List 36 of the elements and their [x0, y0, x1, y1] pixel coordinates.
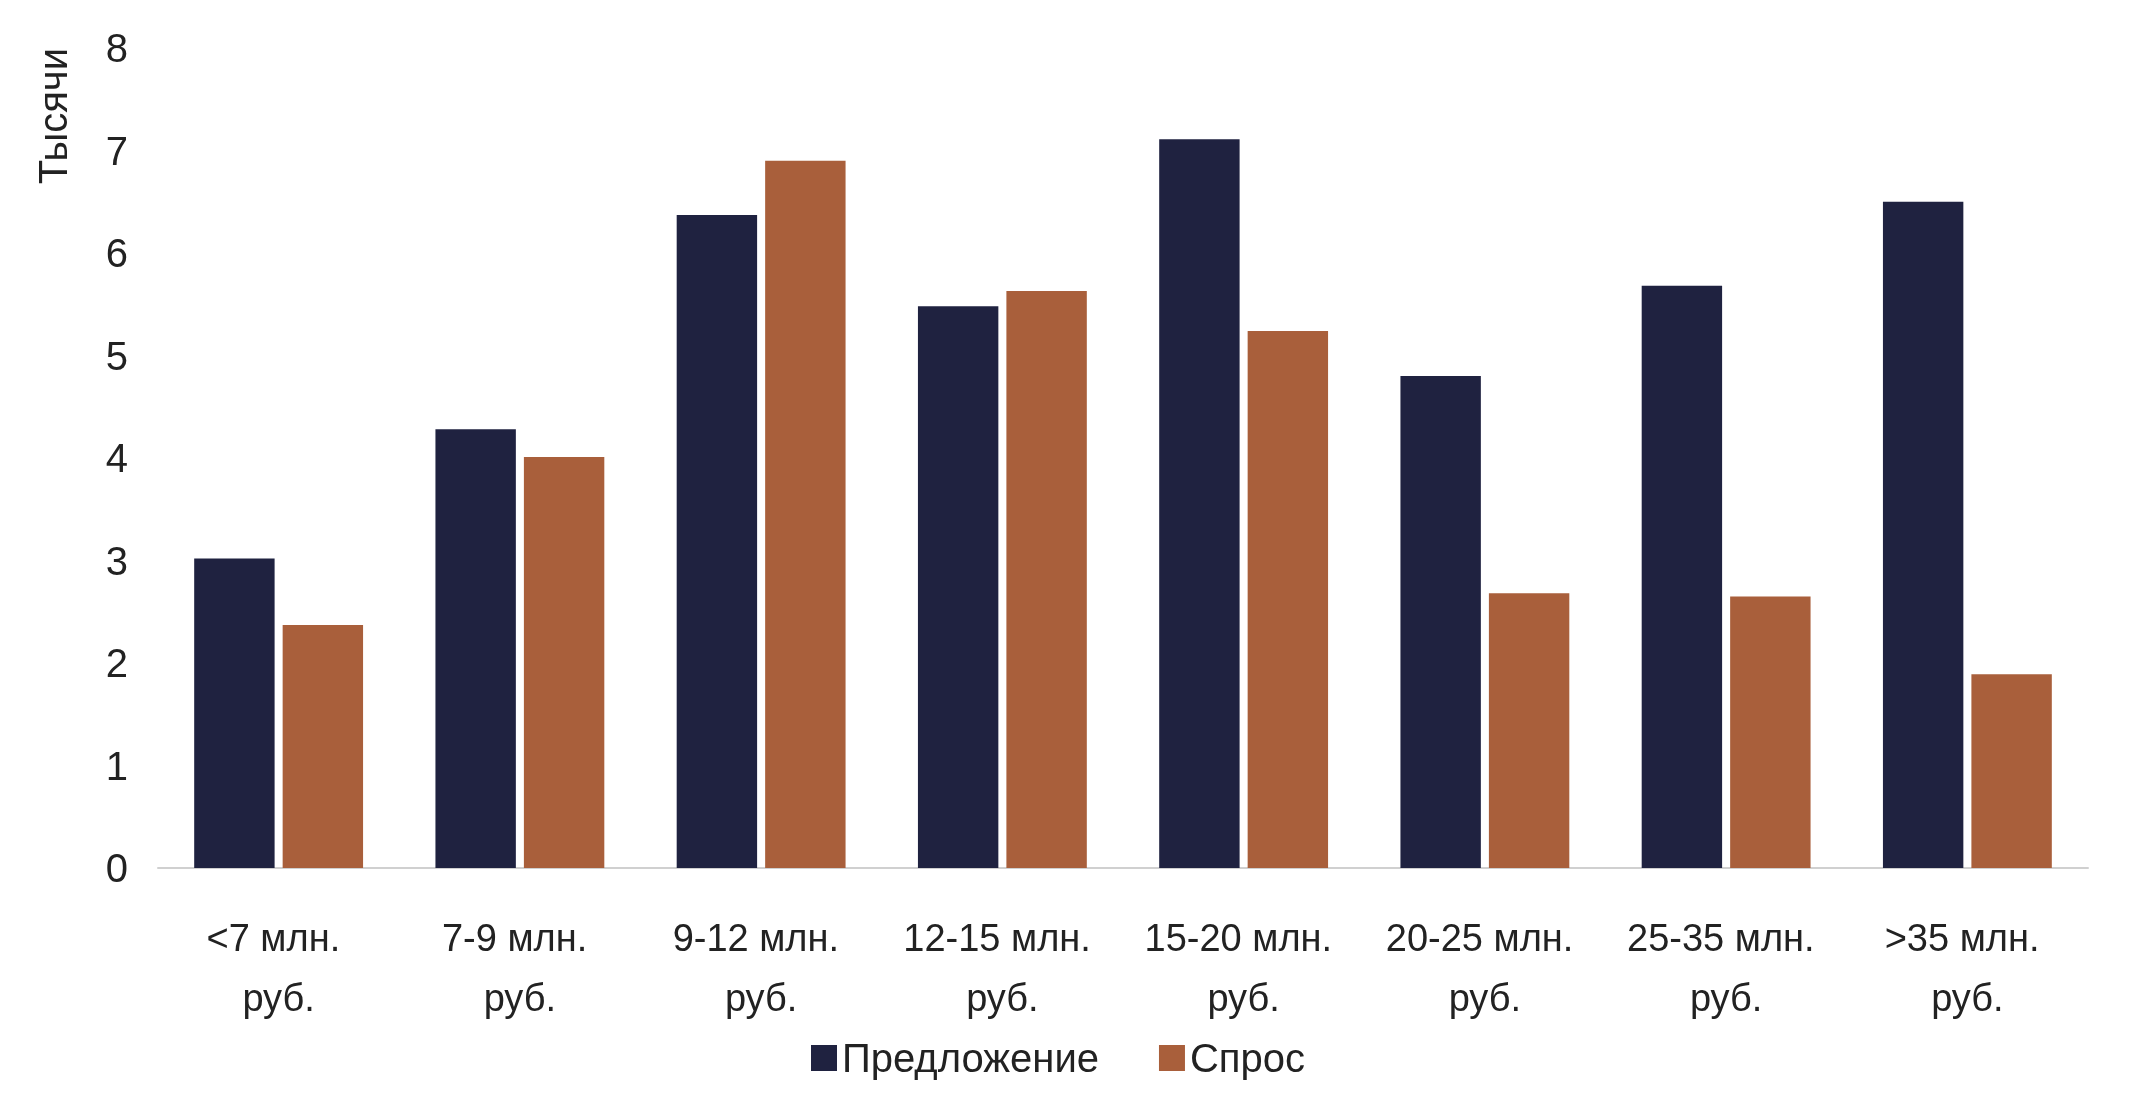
x-tick-label: 7-9 млн. руб.: [441, 917, 598, 1019]
x-tick-label: 12-15 млн. руб.: [903, 917, 1102, 1019]
bar: [1971, 674, 2052, 868]
bar: [194, 558, 275, 868]
y-tick-label: 4: [105, 436, 128, 480]
bar: [523, 456, 605, 868]
x-tick-label: <7 млн. руб.: [206, 917, 351, 1019]
y-tick-label: 7: [105, 128, 128, 173]
bar: [435, 429, 516, 868]
bar: [282, 625, 364, 868]
x-tick-label: 25-35 млн. руб.: [1627, 917, 1826, 1019]
legend-label: Предложение: [841, 1036, 1099, 1080]
y-tick-label: 1: [105, 743, 128, 788]
bar: [676, 215, 758, 868]
y-tick-label: 8: [105, 26, 128, 70]
bar: [1488, 593, 1570, 868]
bar: [1641, 285, 1723, 868]
bar: [765, 160, 846, 868]
x-tick-label: 9-12 млн. руб.: [672, 917, 850, 1019]
y-tick-label: 0: [105, 846, 128, 890]
bar: [1006, 290, 1087, 868]
y-tick-label: 5: [105, 333, 128, 378]
legend-label: Спрос: [1189, 1036, 1306, 1080]
bar: [917, 306, 999, 868]
bar: [1400, 376, 1481, 868]
y-tick-label: 2: [105, 641, 128, 685]
bar: [1730, 596, 1811, 868]
x-tick-label: >35 млн. руб.: [1884, 917, 2051, 1019]
bar: [1247, 330, 1329, 868]
y-axis-title: Тысячи: [31, 47, 75, 185]
y-tick-label: 3: [105, 538, 128, 583]
x-tick-label: 20-25 млн. руб.: [1385, 917, 1584, 1019]
y-tick-label: 6: [105, 231, 128, 275]
bar: [1882, 201, 1964, 868]
bar: [1159, 139, 1240, 868]
x-tick-label: 15-20 млн. руб.: [1144, 917, 1343, 1019]
